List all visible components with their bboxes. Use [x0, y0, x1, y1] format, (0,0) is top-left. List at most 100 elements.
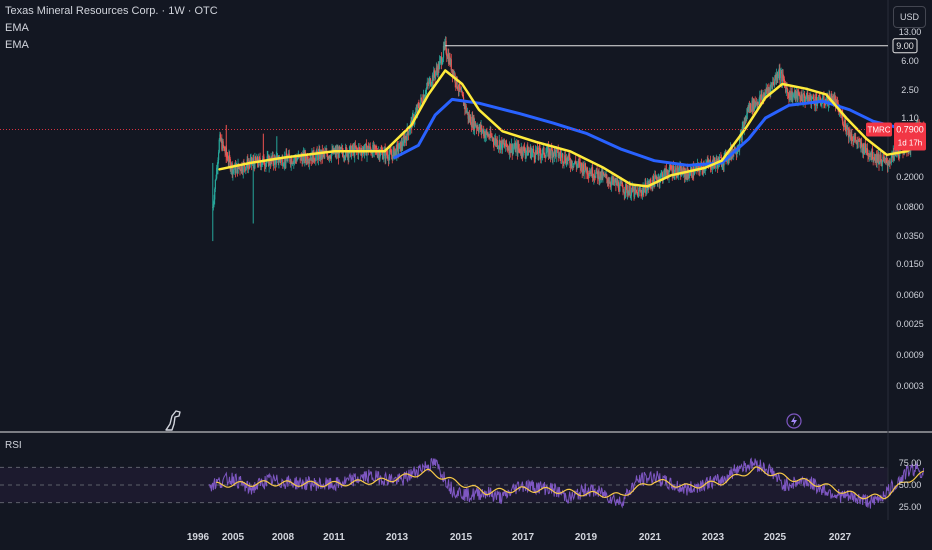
candle-body [396, 144, 398, 157]
lightning-bolt-icon [791, 416, 797, 426]
candle-body [228, 154, 230, 162]
candle-body [527, 150, 529, 156]
candle-body [398, 148, 400, 152]
rsi-tick-label: 75.00 [899, 458, 922, 468]
candle-body [783, 78, 785, 80]
candle-body [665, 168, 668, 173]
time-tick-label: 1996 [187, 532, 210, 543]
candle-body [888, 163, 890, 165]
candle-body [820, 103, 822, 106]
candle-body [311, 151, 314, 163]
candle-body [459, 88, 461, 90]
candle-body [786, 87, 788, 90]
candle-body [709, 160, 711, 162]
candle-body [525, 152, 527, 156]
candle-body [267, 155, 269, 157]
high-marker-box [892, 38, 918, 54]
candle-body [320, 151, 322, 158]
candle-body [686, 168, 688, 180]
candle-body [765, 88, 767, 94]
candle-body [445, 40, 447, 53]
candle-body [416, 108, 418, 112]
candle-body [394, 151, 396, 158]
candle-body [346, 152, 349, 157]
price-tick-label: 2.50 [901, 85, 919, 95]
candle-body [866, 148, 868, 153]
candle-body [599, 171, 601, 179]
candle-body [877, 154, 879, 162]
candle-body [873, 157, 876, 160]
chart-title: Texas Mineral Resources Corp. · 1W · OTC [5, 5, 218, 17]
candle-body [385, 149, 387, 159]
candle-body [735, 152, 738, 154]
ema-legend-1[interactable]: EMA [5, 22, 29, 34]
candle-body [268, 157, 270, 166]
candle-body [511, 144, 513, 154]
candle-body [876, 154, 878, 163]
candle-body [442, 45, 445, 58]
candle-body [529, 147, 531, 152]
candle-body [569, 157, 571, 164]
candle-body [849, 136, 852, 140]
candle-body [574, 160, 576, 163]
candle-body [670, 165, 672, 169]
candle-body [794, 90, 797, 99]
candle-body [694, 167, 697, 169]
candle-body [440, 57, 443, 65]
candle-body [388, 154, 390, 161]
candle-body [564, 155, 566, 163]
candle-body [819, 95, 821, 101]
candle-body [840, 114, 843, 117]
candle-body [519, 148, 521, 152]
time-tick-label: 2017 [512, 532, 535, 543]
candle-body [634, 187, 636, 191]
candle-body [452, 71, 454, 76]
price-tick-label: 0.0009 [896, 350, 924, 360]
candle-body [275, 158, 277, 165]
candle-body [855, 139, 857, 144]
candle-body [615, 179, 617, 186]
candle-body [715, 158, 717, 163]
candle-body [621, 182, 623, 184]
candle-body [450, 59, 452, 65]
candle-body [551, 147, 553, 150]
currency-button[interactable]: USD [893, 6, 926, 28]
candle-body [864, 143, 866, 151]
candle-body [392, 150, 394, 160]
candle-body [566, 157, 568, 165]
candle-body [898, 155, 900, 156]
rsi-label[interactable]: RSI [5, 440, 22, 451]
candle-body [538, 147, 540, 156]
candle-body [280, 159, 282, 162]
candle-body [479, 124, 481, 128]
candle-body [455, 82, 457, 86]
ema-legend-2[interactable]: EMA [5, 39, 29, 51]
candle-body [625, 183, 627, 186]
rsi-band [0, 0, 932, 520]
ema-fast-line [218, 69, 926, 188]
rsi-tick-label: 50.00 [899, 480, 922, 490]
candle-body [242, 162, 244, 173]
candle-body [459, 83, 461, 89]
candle-body [682, 173, 684, 175]
candle-body [510, 150, 512, 153]
candle-body [543, 147, 545, 156]
candle-body [768, 88, 771, 90]
rsi-tick-label: 25.00 [899, 502, 922, 512]
candle-body [877, 154, 879, 162]
candle-body [218, 152, 220, 160]
candle-body [632, 188, 634, 192]
candle-body [768, 88, 770, 90]
candle-body [252, 159, 254, 162]
candle-body [439, 60, 441, 69]
candle-body [221, 141, 224, 150]
candle-body [633, 188, 635, 197]
candle-body [432, 75, 434, 81]
candle-body [797, 91, 799, 101]
candle-body [612, 177, 614, 182]
candle-body [556, 148, 559, 150]
candle-body [523, 147, 526, 152]
candle-body [788, 94, 790, 100]
candle-body [592, 177, 594, 179]
